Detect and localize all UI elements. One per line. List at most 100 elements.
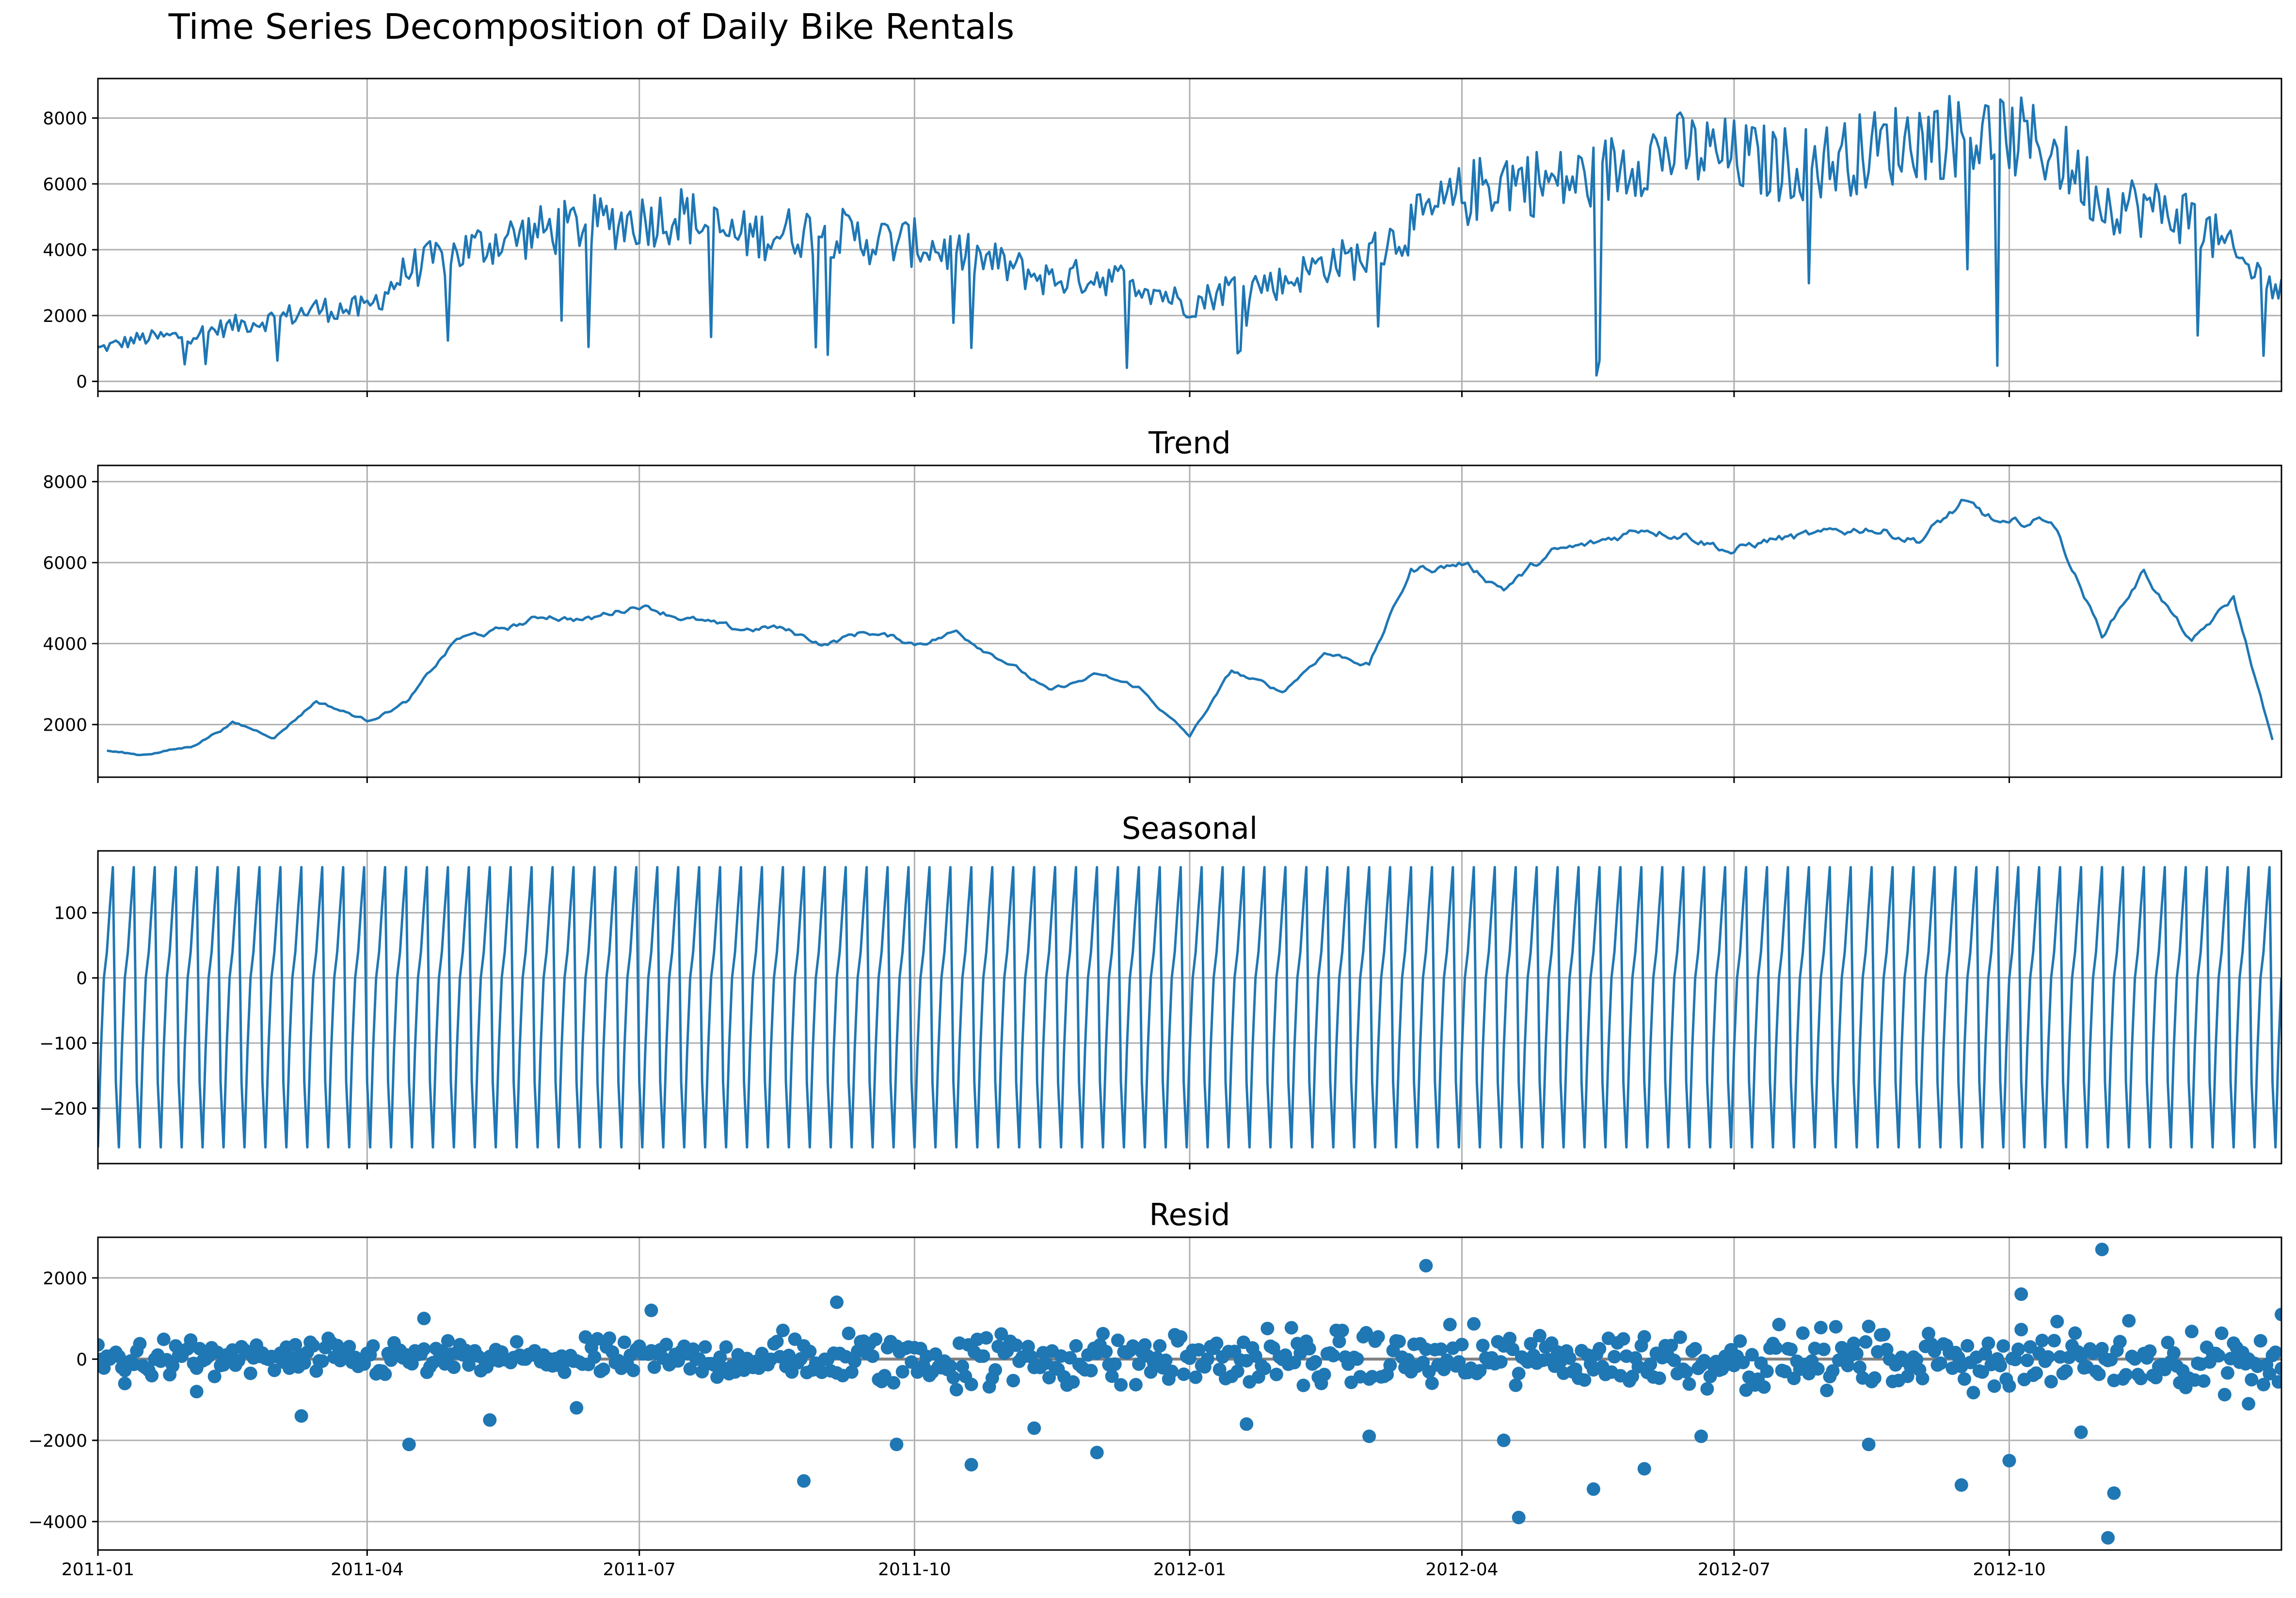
scatter-point	[964, 1458, 978, 1472]
scatter-point	[2275, 1361, 2281, 1375]
scatter-point	[1736, 1356, 1750, 1370]
scatter-point	[417, 1311, 431, 1326]
series-line-observed	[98, 95, 2281, 377]
scatter-point	[1284, 1321, 1298, 1335]
scatter-point	[1915, 1372, 1929, 1386]
panel-seasonal: Seasonal −200 −100 0 100	[39, 811, 2282, 1169]
scatter-point	[1335, 1324, 1349, 1338]
scatter-point	[2217, 1388, 2232, 1402]
scatter-point	[1578, 1373, 1592, 1387]
y-tick-label: 2000	[43, 1269, 87, 1289]
scatter-point	[1189, 1370, 1203, 1384]
scatter-point	[1434, 1342, 1448, 1356]
scatter-point	[1814, 1321, 1828, 1335]
scatter-point	[1811, 1362, 1825, 1376]
scatter-point	[1745, 1348, 1759, 1362]
scatter-point	[1099, 1344, 1113, 1358]
scatter-point	[2271, 1375, 2281, 1389]
scatter-point	[1877, 1327, 1891, 1342]
scatter-point	[483, 1413, 497, 1427]
scatter-point	[1784, 1342, 1798, 1357]
scatter-point	[2212, 1349, 2226, 1363]
scatter-point	[1862, 1319, 1876, 1333]
scatter-point	[644, 1303, 658, 1317]
scatter-point	[2035, 1333, 2049, 1347]
scatter-point	[905, 1355, 919, 1369]
scatter-point	[979, 1331, 993, 1345]
scatter-point	[192, 1342, 207, 1356]
scatter-point	[1359, 1326, 1373, 1340]
scatter-point	[1910, 1353, 1924, 1367]
scatter-point	[776, 1324, 790, 1338]
scatter-point	[2134, 1372, 2148, 1386]
scatter-point	[2074, 1425, 2088, 1439]
scatter-point	[243, 1366, 257, 1380]
scatter-point	[1867, 1371, 1881, 1385]
scatter-point	[1563, 1351, 1577, 1365]
scatter-point	[2197, 1374, 2211, 1388]
plot-area-seasonal	[98, 866, 2281, 1149]
scatter-point	[2215, 1326, 2229, 1340]
scatter-point	[626, 1363, 640, 1377]
scatter-point	[1796, 1326, 1810, 1340]
scatter-point	[1006, 1374, 1020, 1388]
scatter-point	[1371, 1330, 1385, 1344]
scatter-point	[2029, 1366, 2043, 1380]
scatter-point	[1637, 1462, 1651, 1476]
scatter-point	[1425, 1376, 1439, 1390]
scatter-point	[1954, 1478, 1968, 1492]
y-tick-label: 100	[54, 904, 87, 924]
scatter-point	[1317, 1368, 1331, 1382]
x-tick-label: 2012-04	[1425, 1560, 1498, 1580]
scatter-point	[1090, 1446, 1104, 1459]
panel-resid: Resid 2011-01 2011-04 2011-07 2011-10 2012-01…	[28, 1197, 2282, 1580]
scatter-point	[366, 1339, 380, 1353]
scatter-point	[719, 1340, 733, 1354]
panel-title-resid: Resid	[1149, 1197, 1230, 1232]
axes-frame	[97, 1236, 2282, 1551]
scatter-point	[1616, 1332, 1630, 1346]
scatter-point	[2275, 1308, 2281, 1322]
y-tick-label: 8000	[43, 109, 87, 128]
scatter-point	[1688, 1342, 1702, 1356]
scatter-point	[1177, 1367, 1191, 1381]
panel-observed: 0 2000 4000 6000 8000	[43, 78, 2282, 397]
scatter-point	[166, 1359, 180, 1373]
scatter-point	[1419, 1259, 1433, 1273]
scatter-point	[1066, 1375, 1080, 1389]
scatter-point	[1108, 1357, 1122, 1371]
scatter-point	[2014, 1287, 2028, 1301]
scatter-point	[1332, 1334, 1346, 1348]
x-tick-label: 2012-10	[1973, 1560, 2045, 1580]
axes-frame	[97, 464, 2282, 778]
scatter-point	[402, 1438, 416, 1452]
scatter-point	[1664, 1339, 1678, 1353]
scatter-point	[866, 1349, 879, 1363]
scatter-point	[713, 1350, 727, 1364]
scatter-point	[1473, 1364, 1487, 1378]
scatter-point	[1859, 1335, 1873, 1349]
scatter-point	[1694, 1429, 1708, 1443]
scatter-point	[1362, 1429, 1376, 1443]
scatter-point	[1114, 1378, 1128, 1392]
scatter-point	[2143, 1344, 2157, 1358]
x-tick-label: 2012-01	[1153, 1560, 1226, 1580]
scatter-point	[1958, 1372, 1971, 1386]
scatter-point	[2245, 1373, 2259, 1387]
scatter-point	[1308, 1355, 1323, 1369]
x-tick-label: 2012-07	[1698, 1560, 1770, 1580]
scatter-point	[596, 1362, 610, 1376]
scatter-point	[1637, 1330, 1651, 1344]
scatter-point	[1933, 1356, 1947, 1370]
scatter-point	[2044, 1374, 2058, 1389]
scatter-point	[1392, 1334, 1406, 1348]
scatter-point	[1961, 1339, 1975, 1353]
y-tick-label: 4000	[43, 634, 87, 654]
scatter-point	[1027, 1421, 1041, 1435]
scatter-point	[184, 1333, 198, 1347]
plot-area-resid	[98, 1243, 2281, 1545]
y-tick-label: 8000	[43, 472, 87, 492]
scatter-point	[1009, 1338, 1023, 1352]
scatter-point	[294, 1409, 308, 1423]
scatter-point	[1503, 1331, 1517, 1345]
